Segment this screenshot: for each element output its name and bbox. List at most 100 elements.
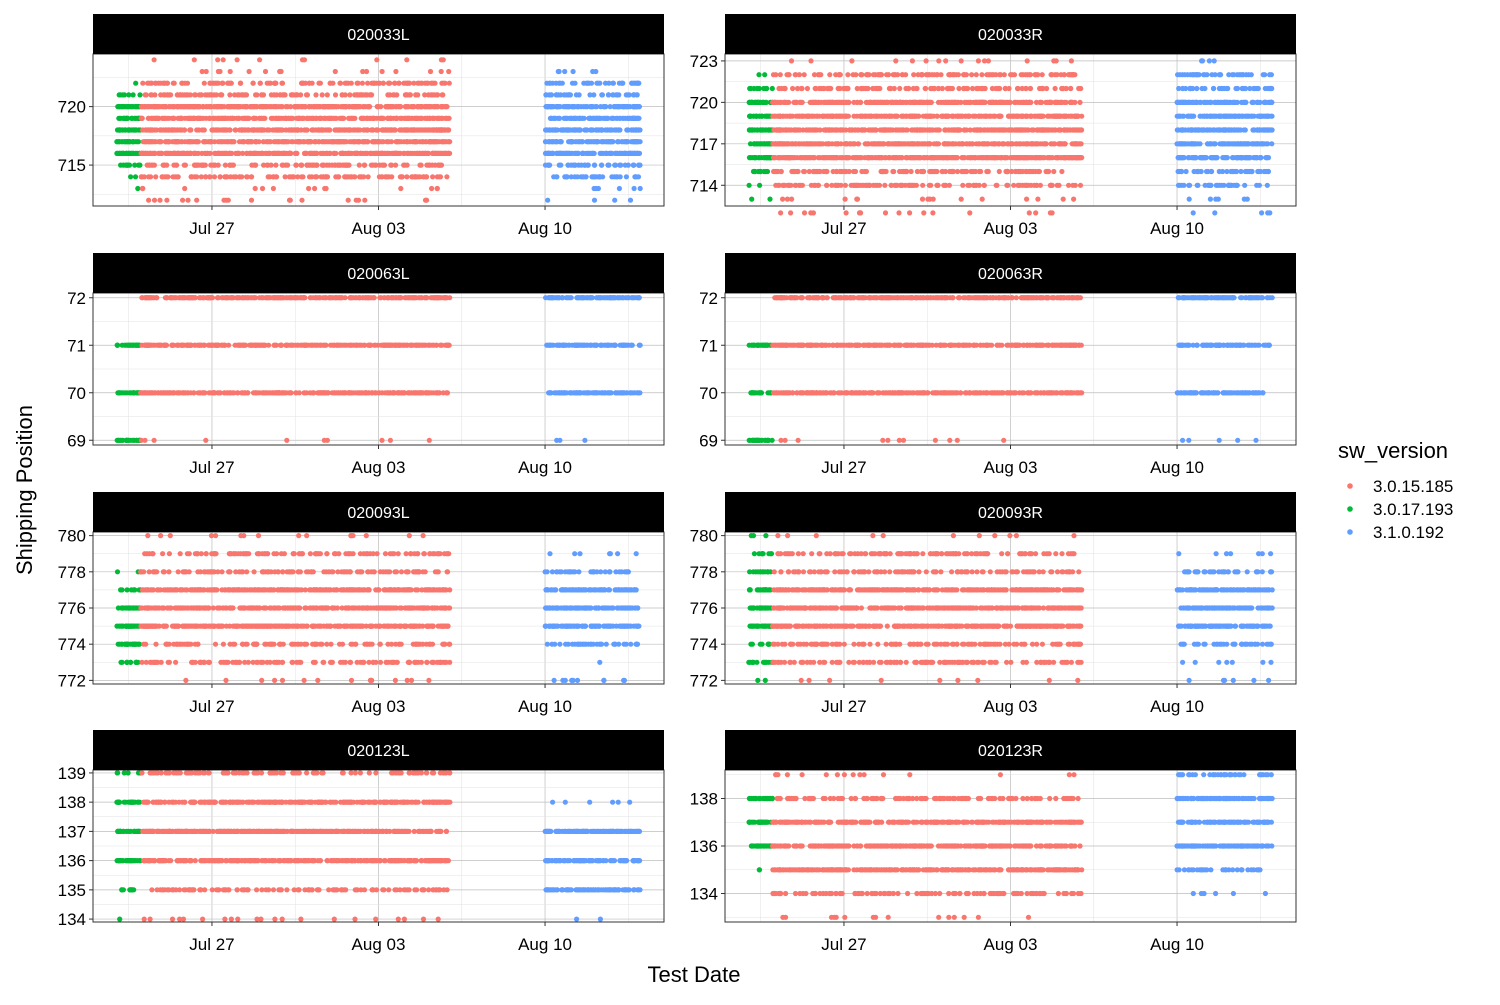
point-3-1-0-192 bbox=[601, 104, 606, 109]
point-3-0-15-185 bbox=[812, 72, 817, 77]
point-3-0-15-185 bbox=[910, 58, 915, 63]
point-3-0-15-185 bbox=[1051, 114, 1056, 119]
point-3-0-15-185 bbox=[1069, 58, 1074, 63]
point-3-0-15-185 bbox=[392, 81, 397, 86]
point-3-0-15-185 bbox=[1061, 197, 1066, 202]
point-3-0-15-185 bbox=[825, 155, 830, 160]
point-3-0-15-185 bbox=[188, 127, 193, 132]
point-3-0-15-185 bbox=[283, 92, 288, 97]
x-tick-label: Aug 03 bbox=[352, 219, 406, 238]
point-3-0-15-185 bbox=[812, 141, 817, 146]
point-3-0-15-185 bbox=[1058, 100, 1063, 105]
point-3-0-15-185 bbox=[793, 141, 798, 146]
point-3-0-15-185 bbox=[212, 174, 217, 179]
point-3-0-15-185 bbox=[360, 69, 365, 74]
point-3-0-15-185 bbox=[277, 69, 282, 74]
point-3-0-15-185 bbox=[254, 139, 259, 144]
point-3-1-0-192 bbox=[1208, 197, 1213, 202]
point-3-1-0-192 bbox=[634, 174, 639, 179]
point-3-0-15-185 bbox=[808, 100, 813, 105]
point-3-0-15-185 bbox=[824, 127, 829, 132]
point-3-0-15-185 bbox=[936, 86, 941, 91]
point-3-0-15-185 bbox=[329, 104, 334, 109]
point-3-0-15-185 bbox=[430, 127, 435, 132]
point-3-0-15-185 bbox=[783, 114, 788, 119]
point-3-0-15-185 bbox=[256, 127, 261, 132]
point-3-0-15-185 bbox=[192, 104, 197, 109]
point-3-0-15-185 bbox=[228, 69, 233, 74]
point-3-0-15-185 bbox=[267, 81, 272, 86]
point-3-0-15-185 bbox=[324, 174, 329, 179]
point-3-0-15-185 bbox=[288, 104, 293, 109]
point-3-0-15-185 bbox=[444, 104, 449, 109]
point-3-0-15-185 bbox=[1027, 100, 1032, 105]
point-3-0-15-185 bbox=[1037, 155, 1042, 160]
point-3-0-15-185 bbox=[235, 57, 240, 62]
point-3-0-15-185 bbox=[393, 163, 398, 168]
point-3-0-15-185 bbox=[164, 163, 169, 168]
point-3-0-15-185 bbox=[182, 186, 187, 191]
point-3-0-15-185 bbox=[908, 141, 913, 146]
point-3-0-17-193 bbox=[128, 174, 133, 179]
point-3-1-0-192 bbox=[636, 81, 641, 86]
point-3-0-15-185 bbox=[936, 58, 941, 63]
point-3-1-0-192 bbox=[572, 151, 577, 156]
point-3-0-15-185 bbox=[441, 81, 446, 86]
point-3-1-0-192 bbox=[566, 151, 571, 156]
point-3-0-15-185 bbox=[897, 86, 902, 91]
point-3-1-0-192 bbox=[606, 163, 611, 168]
point-3-0-15-185 bbox=[422, 116, 427, 121]
point-3-1-0-192 bbox=[594, 186, 599, 191]
point-3-1-0-192 bbox=[551, 139, 556, 144]
point-3-0-15-185 bbox=[311, 116, 316, 121]
point-3-0-15-185 bbox=[326, 139, 331, 144]
point-3-0-15-185 bbox=[925, 197, 930, 202]
point-3-0-15-185 bbox=[795, 86, 800, 91]
point-3-1-0-192 bbox=[600, 92, 605, 97]
point-3-0-15-185 bbox=[1078, 127, 1083, 132]
point-3-0-15-185 bbox=[316, 127, 321, 132]
point-3-0-17-193 bbox=[125, 104, 130, 109]
point-3-0-15-185 bbox=[271, 174, 276, 179]
point-3-0-15-185 bbox=[959, 58, 964, 63]
point-3-0-15-185 bbox=[837, 114, 842, 119]
point-3-0-15-185 bbox=[165, 116, 170, 121]
point-3-0-15-185 bbox=[152, 57, 157, 62]
point-3-0-15-185 bbox=[392, 92, 397, 97]
point-3-0-15-185 bbox=[328, 81, 333, 86]
point-3-0-15-185 bbox=[207, 151, 212, 156]
point-3-0-15-185 bbox=[440, 92, 445, 97]
point-3-1-0-192 bbox=[1234, 183, 1239, 188]
point-3-0-15-185 bbox=[913, 127, 918, 132]
point-3-0-15-185 bbox=[997, 100, 1002, 105]
point-3-1-0-192 bbox=[612, 198, 617, 203]
point-3-0-15-185 bbox=[810, 127, 815, 132]
point-3-1-0-192 bbox=[565, 163, 570, 168]
point-3-1-0-192 bbox=[624, 174, 629, 179]
point-3-0-15-185 bbox=[881, 114, 886, 119]
point-3-0-15-185 bbox=[439, 69, 444, 74]
point-3-0-15-185 bbox=[1038, 114, 1043, 119]
point-3-0-15-185 bbox=[886, 72, 891, 77]
point-3-0-15-185 bbox=[414, 151, 419, 156]
point-3-0-15-185 bbox=[388, 163, 393, 168]
point-3-0-15-185 bbox=[977, 114, 982, 119]
point-3-0-15-185 bbox=[172, 81, 177, 86]
point-3-0-15-185 bbox=[259, 92, 264, 97]
point-3-0-15-185 bbox=[320, 92, 325, 97]
point-3-0-15-185 bbox=[273, 163, 278, 168]
point-3-0-15-185 bbox=[1009, 169, 1014, 174]
point-3-0-15-185 bbox=[274, 92, 279, 97]
point-3-0-15-185 bbox=[304, 92, 309, 97]
point-3-0-15-185 bbox=[928, 155, 933, 160]
point-3-0-15-185 bbox=[213, 81, 218, 86]
point-3-0-15-185 bbox=[1006, 127, 1011, 132]
point-3-0-15-185 bbox=[913, 100, 918, 105]
point-3-0-15-185 bbox=[901, 127, 906, 132]
point-3-0-15-185 bbox=[356, 104, 361, 109]
point-3-0-15-185 bbox=[833, 183, 838, 188]
point-3-0-15-185 bbox=[168, 104, 173, 109]
point-3-0-15-185 bbox=[993, 114, 998, 119]
point-3-0-15-185 bbox=[779, 169, 784, 174]
